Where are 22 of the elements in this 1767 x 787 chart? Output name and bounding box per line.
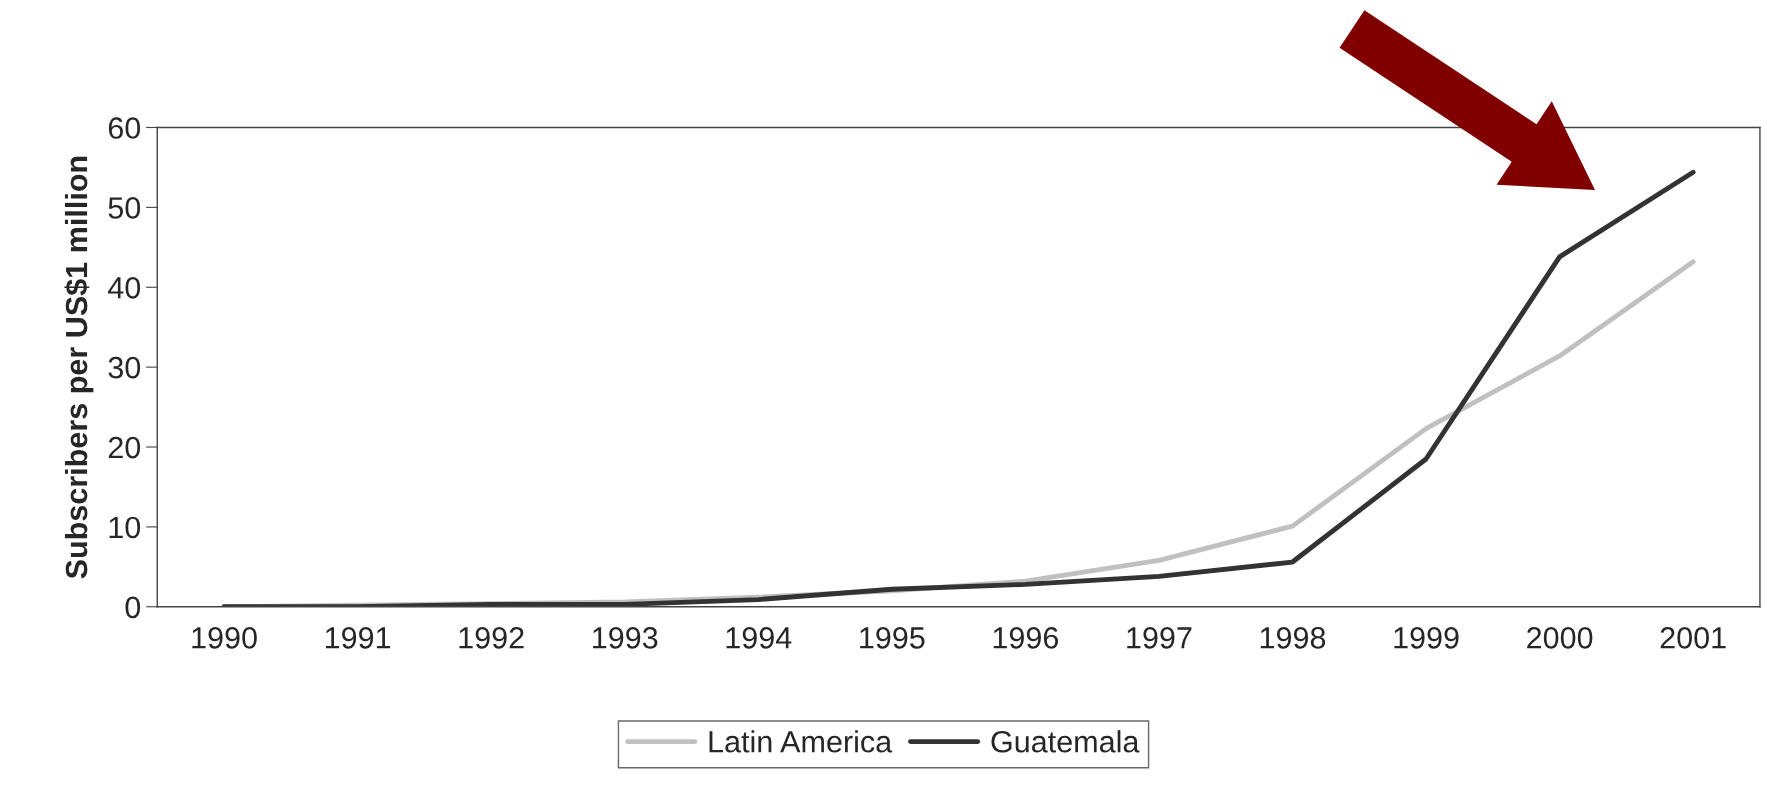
x-tick-label: 1992 <box>459 627 524 649</box>
x-tick-label: 1994 <box>726 627 792 649</box>
x-tick-label: 1997 <box>1127 627 1192 649</box>
y-tick-label: 50 <box>108 197 141 219</box>
y-tick-label: 60 <box>108 117 141 139</box>
x-tick-label: 1998 <box>1260 627 1326 649</box>
y-tick-label: 40 <box>108 276 141 299</box>
x-tick-label: 1996 <box>993 627 1059 649</box>
y-tick-label: 20 <box>108 436 141 459</box>
y-tick-label: 0 <box>125 596 141 619</box>
y-tick-label: 10 <box>109 516 141 539</box>
x-tick-label: 1993 <box>593 627 658 649</box>
x-tick-label: 1999 <box>1394 627 1459 649</box>
x-tick-label: 2000 <box>1527 627 1593 649</box>
legend-label: Latin America <box>709 730 893 753</box>
x-tick-label: 1995 <box>860 627 925 649</box>
x-tick-label: 1991 <box>325 627 391 649</box>
x-tick-label: 1990 <box>192 627 257 649</box>
y-axis-title: Subscribers per US$1 million <box>64 156 94 579</box>
legend-label: Guatemala <box>991 730 1140 753</box>
x-tick-label: 2001 <box>1660 627 1726 649</box>
y-tick-label: 30 <box>108 356 141 379</box>
